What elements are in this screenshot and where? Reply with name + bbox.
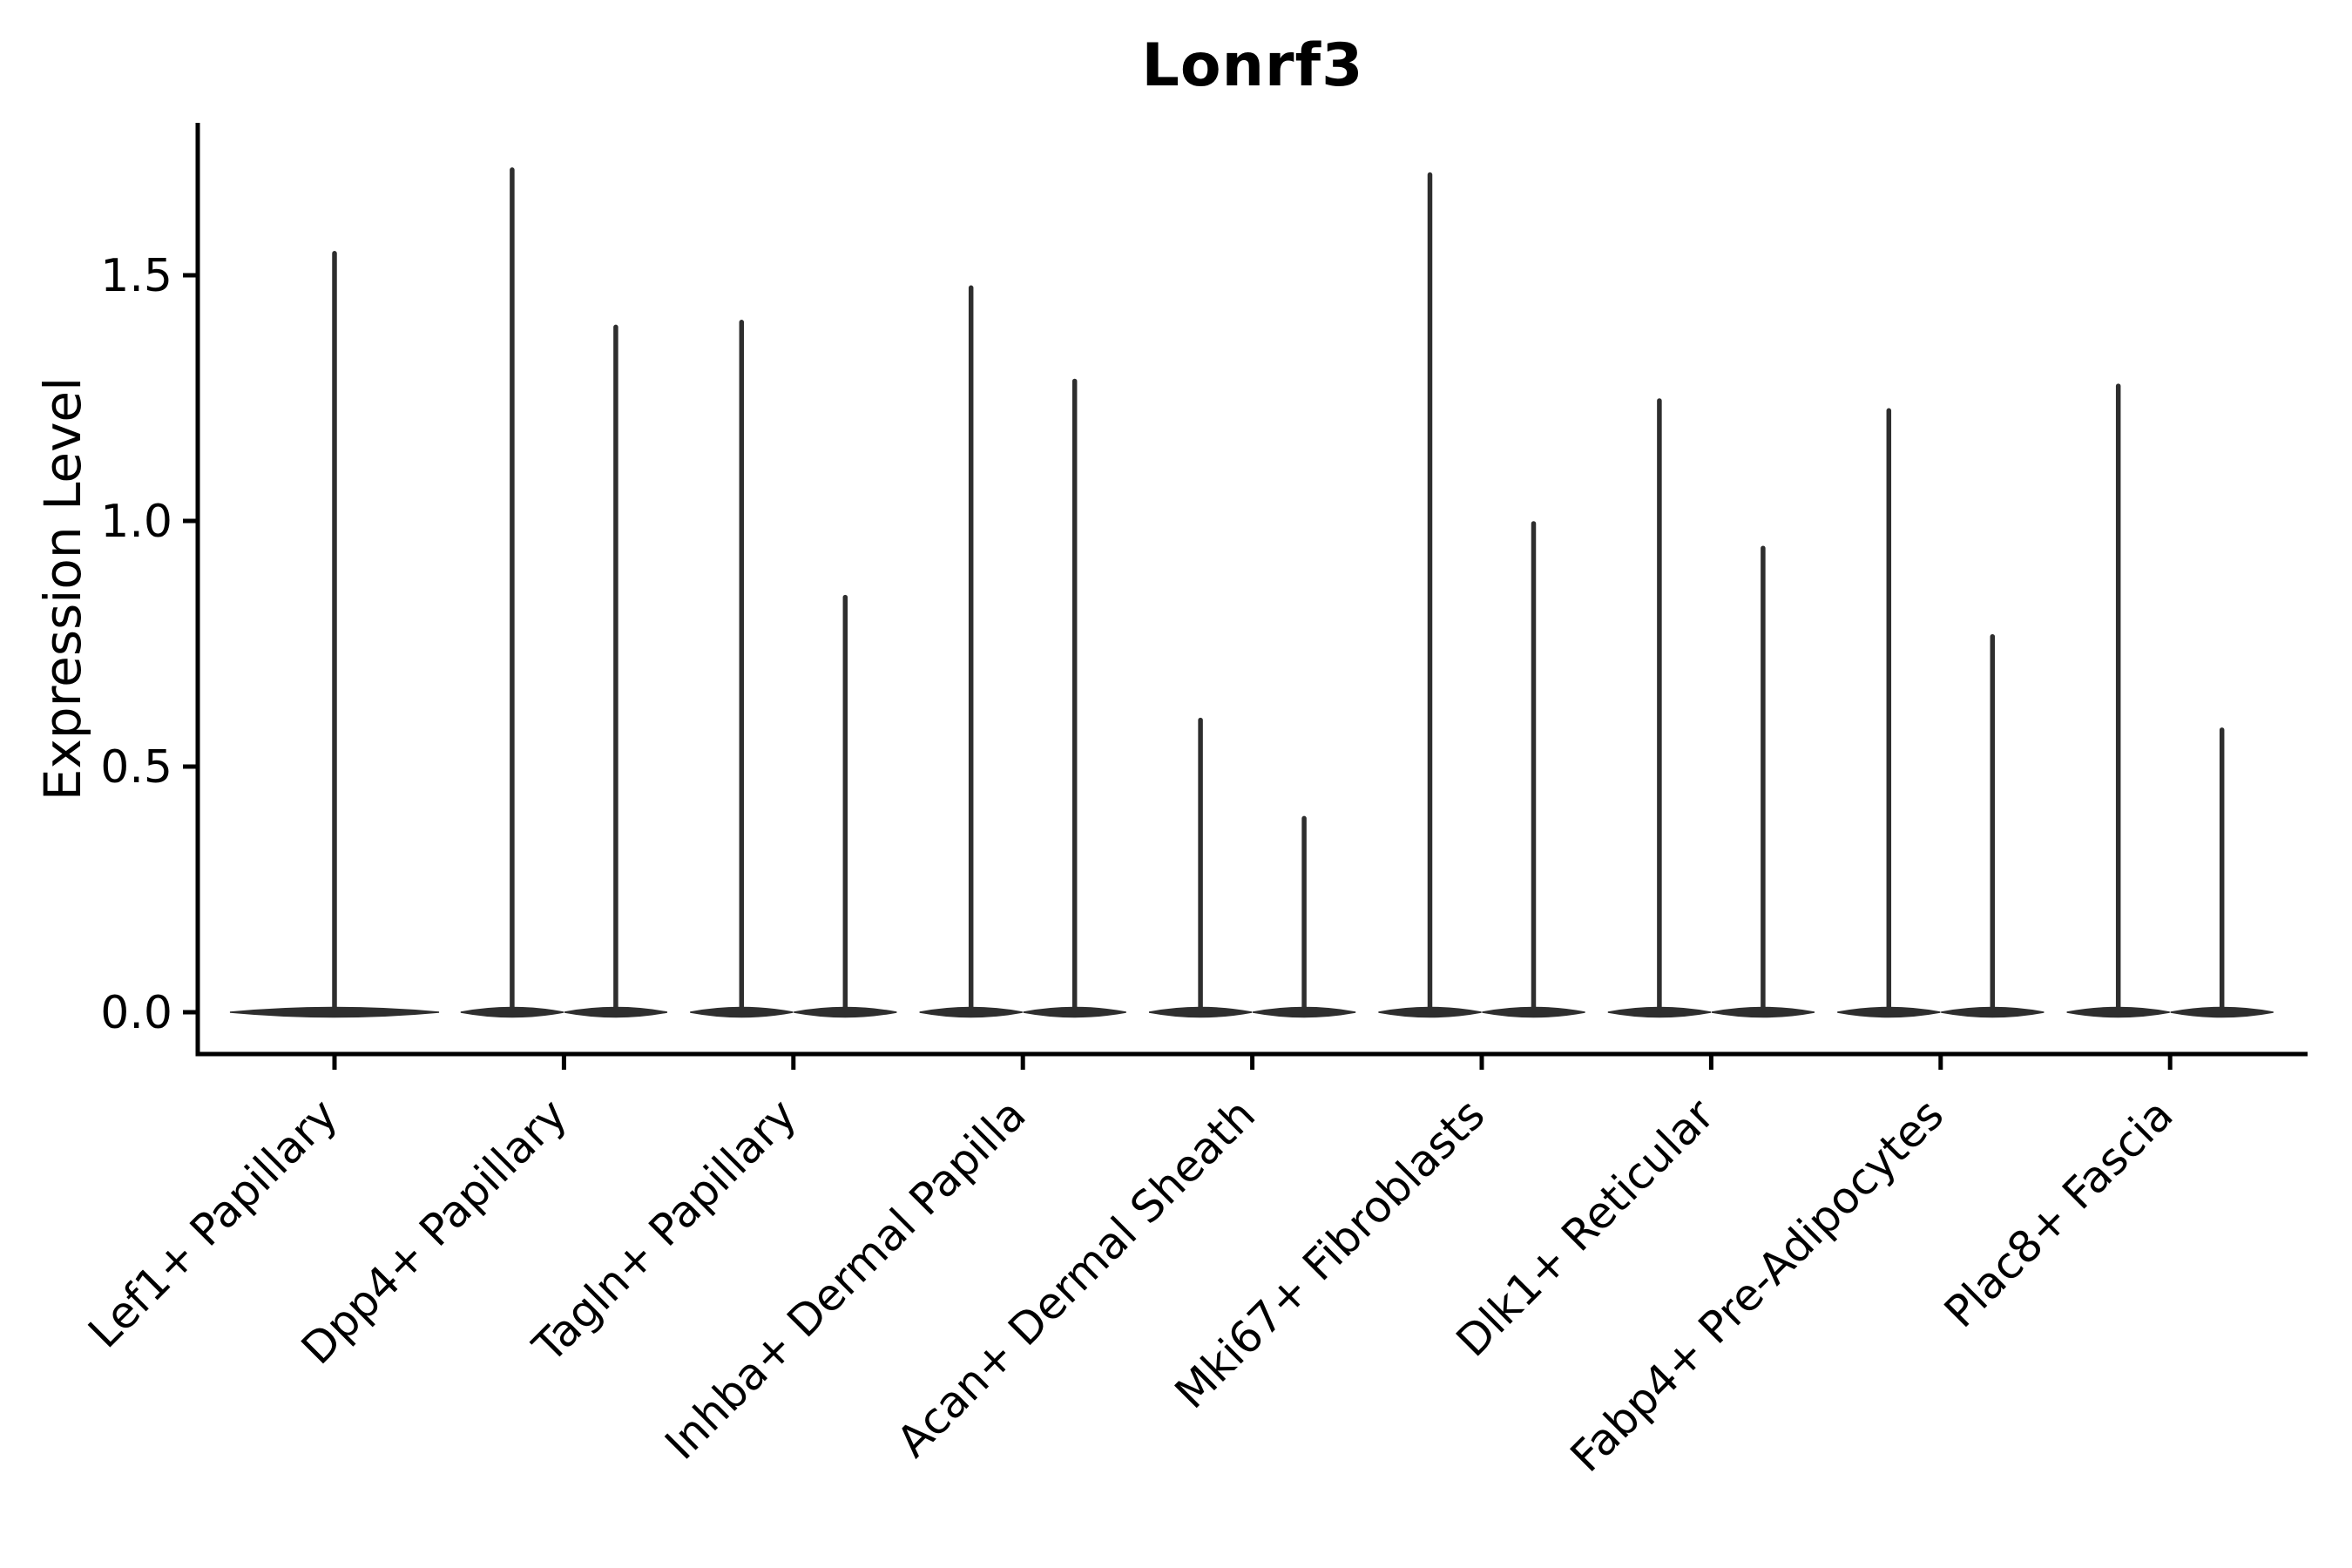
y-tick-label: 0.0	[100, 987, 172, 1039]
x-tick-label: Fabp4+ Pre-Adipocytes	[1561, 1089, 1954, 1482]
y-tick-label: 0.5	[100, 741, 172, 794]
x-tick-label: Lef1+ Papillary	[78, 1089, 347, 1357]
chart-title: Lonrf3	[1141, 31, 1364, 100]
x-tick-label: Plac8+ Fascia	[1935, 1089, 2183, 1337]
y-tick-label: 1.0	[100, 496, 172, 548]
y-tick-label: 1.5	[100, 250, 172, 302]
y-axis-label: Expression Level	[33, 376, 92, 801]
